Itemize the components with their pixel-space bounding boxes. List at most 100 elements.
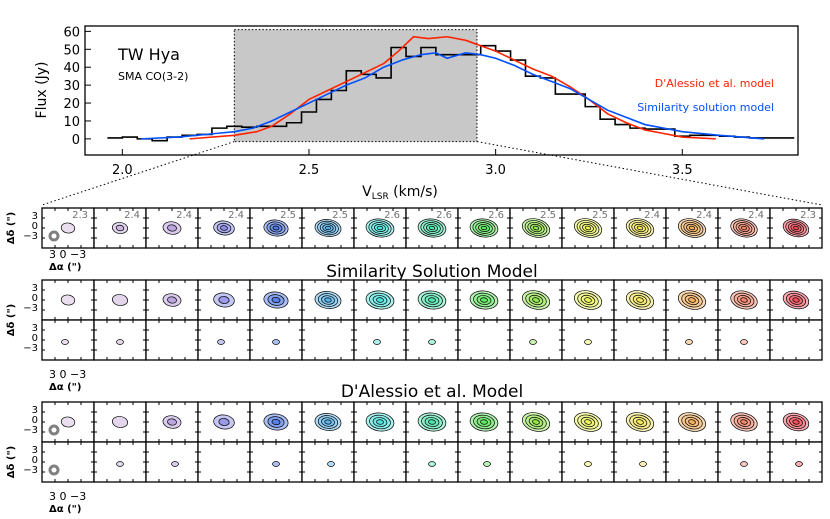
channel-panel (41, 441, 95, 483)
panel-frame (613, 319, 667, 361)
channel-panel (353, 319, 407, 361)
y-tick-label: 30 (63, 79, 80, 94)
residual-contour (795, 461, 803, 467)
channel-panel (197, 279, 251, 321)
channel-panel (717, 319, 771, 361)
map-row-obs: 2.3 2.4 2.4 2.4 2.5 2.5 2.6 2.6 2.6 2.5 2.5 2.4 2.4 2… (23, 207, 823, 249)
emission-contour (60, 416, 76, 428)
ra-axis-label: Δα (") (49, 504, 81, 515)
similarity-model-line (140, 52, 765, 140)
observed-spectrum (107, 44, 795, 142)
channel-panel: 2.5 (301, 207, 355, 249)
emission-contour (60, 222, 76, 234)
residual-contour (639, 461, 647, 467)
channel-panel (613, 441, 667, 483)
y-tick-label: −3 (23, 465, 38, 476)
channel-panel (249, 279, 303, 321)
residual-contour (584, 339, 592, 345)
channel-panel (197, 401, 251, 443)
emission-contour (271, 296, 281, 304)
emission-contour (688, 297, 696, 303)
y-tick-label: 0 (32, 415, 38, 426)
highlight-region (233, 29, 478, 143)
residual-contour (171, 461, 179, 467)
panel-frame (41, 441, 95, 483)
channel-panel (353, 441, 407, 483)
emission-contour (111, 294, 129, 306)
channel-panel (301, 441, 355, 483)
channel-panel (509, 319, 563, 361)
residual-contour (584, 461, 592, 467)
channel-panel: 2.4 (145, 207, 199, 249)
channel-panel (717, 441, 771, 483)
emission-contour (532, 225, 540, 231)
channel-panel (665, 441, 719, 483)
emission-contour (480, 225, 488, 231)
y-tick-label: −3 (23, 231, 38, 242)
channel-panel (41, 319, 95, 361)
connector-left (41, 141, 235, 206)
map-row-dalres: 30−3 (23, 441, 823, 483)
emission-contour (167, 224, 177, 232)
channel-panel (457, 279, 511, 321)
emission-contour (792, 419, 800, 425)
emission-contour (532, 419, 540, 425)
channel-panel (717, 279, 771, 321)
emission-contour (220, 225, 228, 231)
ra-tick-labels: 3 0 −3 (49, 490, 86, 503)
channel-velocity-label: 2.4 (644, 210, 660, 221)
emission-contour (480, 419, 488, 425)
channel-panel (665, 401, 719, 443)
channel-panel: 2.5 (509, 207, 563, 249)
ra-axis-label: Δα (") (49, 262, 81, 273)
channel-panel (249, 441, 303, 483)
channel-panel (509, 441, 563, 483)
channel-panel: 2.3 (41, 207, 95, 249)
emission-contour (428, 297, 436, 303)
map-row-dal: 30−3 (23, 401, 823, 443)
y-tick-label: 20 (63, 97, 80, 112)
channel-panel (561, 441, 615, 483)
residual-contour (529, 339, 537, 345)
emission-contour (636, 419, 644, 425)
residual-contour (61, 339, 69, 345)
spectrum-ticks: 2.0 2.5 3.0 3.5 0 10 20 30 40 50 60 (63, 25, 692, 178)
spectrum-plot: 2.0 2.5 3.0 3.5 0 10 20 30 40 50 60 TW Hya SMA CO(… (34, 25, 799, 202)
ra-axis-label: Δα (") (49, 382, 81, 393)
channel-panel (561, 401, 615, 443)
y-tick-label: 3 (32, 405, 38, 416)
channel-velocity-label: 2.5 (332, 210, 348, 221)
channel-panel (717, 401, 771, 443)
beam-icon (48, 230, 60, 242)
x-axis-label-main: V (362, 184, 372, 200)
channel-panel (145, 319, 199, 361)
emission-contour (428, 225, 436, 231)
y-tick-label: 60 (63, 25, 80, 40)
legend-similarity: Similarity solution model (637, 101, 774, 114)
channel-velocity-label: 2.5 (540, 210, 556, 221)
emission-contour (793, 225, 799, 231)
y-tick-label: 40 (63, 61, 80, 76)
channel-panel (457, 319, 511, 361)
channel-panel (249, 319, 303, 361)
channel-panel (769, 279, 823, 321)
channel-panel (353, 401, 407, 443)
y-tick-label: 3 (32, 283, 38, 294)
residual-contour (483, 461, 491, 467)
y-tick-label: −3 (23, 425, 38, 436)
emission-contour (428, 419, 436, 425)
channel-panel (457, 401, 511, 443)
legend-dalessio: D'Alessio et al. model (655, 77, 774, 90)
x-tick-label: 2.5 (299, 163, 320, 178)
beam-icon (48, 424, 60, 436)
dec-axis-label: Δδ (") (6, 446, 17, 478)
channel-panel (301, 319, 355, 361)
panel-frame (353, 441, 407, 483)
channel-panel: 2.4 (665, 207, 719, 249)
channel-panel (301, 279, 355, 321)
y-tick-label: 0 (32, 293, 38, 304)
channel-panel (197, 319, 251, 361)
channel-velocity-label: 2.6 (436, 210, 452, 221)
emission-contour (740, 297, 748, 303)
residual-contour (373, 339, 381, 345)
